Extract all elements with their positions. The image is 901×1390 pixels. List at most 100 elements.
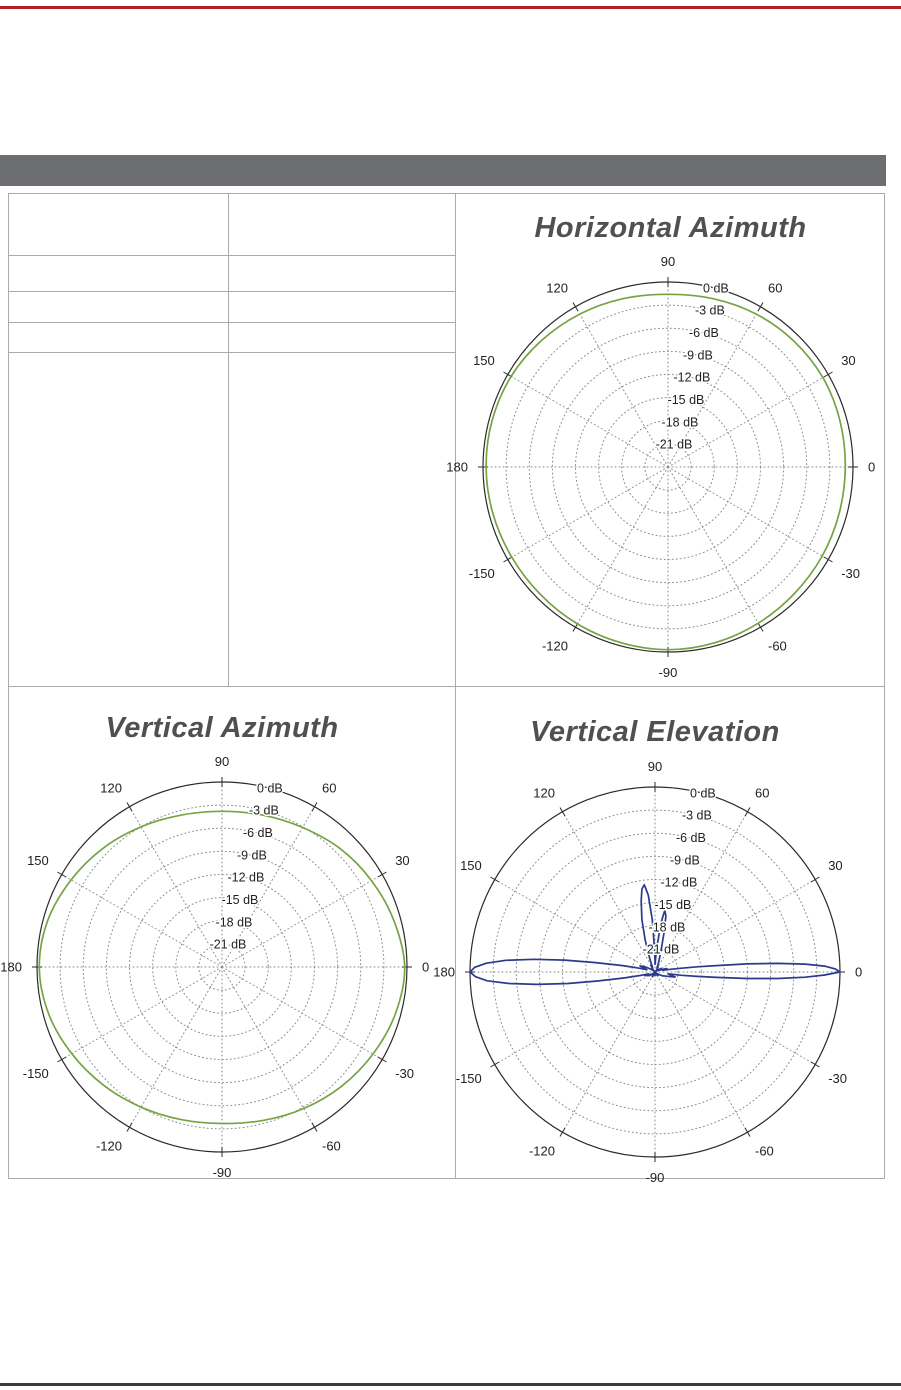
grid-spoke bbox=[129, 806, 223, 968]
angle-tick-label: -120 bbox=[542, 638, 568, 653]
angle-tick-label: 0 bbox=[855, 965, 862, 980]
spec-table-row-divider bbox=[8, 255, 455, 256]
radial-tick-label: -6 dB bbox=[676, 831, 706, 845]
grid-spoke bbox=[667, 374, 829, 468]
grid-spoke bbox=[667, 466, 829, 560]
vertical-azimuth-plot: 0 dB -3 dB -6 dB -9 dB -12 dB -15 dB -18 dB -21… bbox=[0, 754, 429, 1180]
grid-ring bbox=[644, 443, 692, 491]
angle-tick-label: 30 bbox=[395, 853, 409, 868]
grid-spoke bbox=[129, 966, 223, 1128]
angle-tick-label: 0 bbox=[868, 460, 875, 475]
angle-tick bbox=[823, 556, 833, 563]
angle-tick bbox=[572, 302, 579, 312]
radial-tick-label: -18 dB bbox=[662, 415, 699, 429]
angle-tick bbox=[559, 1127, 566, 1137]
grid-spoke bbox=[562, 811, 656, 973]
angle-tick bbox=[744, 807, 751, 817]
grid-spoke bbox=[61, 966, 223, 1060]
grid-spoke bbox=[654, 879, 816, 973]
grid-spoke bbox=[61, 874, 223, 968]
grid-spoke bbox=[654, 971, 816, 1065]
radial-tick-label: -15 dB bbox=[655, 898, 692, 912]
radial-tick-label: -18 dB bbox=[216, 915, 253, 929]
angle-tick-label: -90 bbox=[659, 665, 678, 680]
grid-spoke bbox=[654, 971, 748, 1133]
grid-spoke bbox=[221, 806, 315, 968]
angle-tick-label: 90 bbox=[661, 254, 675, 269]
grid-spoke bbox=[575, 466, 669, 628]
grid-spoke bbox=[221, 966, 315, 1128]
grid-spoke bbox=[221, 966, 383, 1060]
angle-tick bbox=[377, 871, 387, 878]
grid-ring bbox=[59, 804, 385, 1130]
angle-tick-label: -150 bbox=[23, 1066, 49, 1081]
angle-tick bbox=[57, 1056, 67, 1063]
grid-spoke bbox=[575, 306, 669, 468]
horizontal-azimuth-chart: 0 dB -3 dB -6 dB -9 dB -12 dB -15 dB -18 dB -21… bbox=[446, 193, 886, 686]
angle-tick bbox=[490, 876, 500, 883]
chart-title-vertical-azimuth: Vertical Azimuth bbox=[105, 712, 339, 744]
grid-spoke bbox=[494, 879, 656, 973]
grid-spoke bbox=[562, 971, 656, 1133]
angle-tick-label: 30 bbox=[841, 353, 855, 368]
angle-tick bbox=[311, 802, 318, 812]
grid-ring bbox=[505, 304, 831, 630]
angle-tick-label: -30 bbox=[395, 1066, 414, 1081]
grid-ring bbox=[492, 809, 818, 1135]
radial-tick-label: -9 dB bbox=[670, 853, 700, 867]
angle-tick bbox=[503, 556, 513, 563]
angle-tick-label: -60 bbox=[768, 638, 787, 653]
radial-tick-label: -9 dB bbox=[683, 348, 713, 362]
top-rule bbox=[0, 6, 901, 9]
angle-tick-label: 60 bbox=[768, 281, 782, 296]
grid-ring bbox=[621, 420, 715, 514]
vertical-azimuth-chart: 0 dB -3 dB -6 dB -9 dB -12 dB -15 dB -18 dB -21… bbox=[0, 686, 455, 1180]
radial-tick-label: -6 dB bbox=[689, 326, 719, 340]
angle-tick bbox=[810, 876, 820, 883]
radial-tick-label: -6 dB bbox=[243, 826, 273, 840]
radial-tick-label: 0 dB bbox=[690, 786, 716, 800]
radial-tick-label: -12 dB bbox=[228, 871, 265, 885]
angle-tick-label: 180 bbox=[446, 460, 468, 475]
angle-tick-label: 60 bbox=[322, 781, 336, 796]
angle-tick-label: 180 bbox=[0, 960, 22, 975]
radiation-trace bbox=[485, 293, 847, 651]
section-header-bar bbox=[0, 155, 886, 186]
angle-tick-label: -150 bbox=[469, 566, 495, 581]
angle-tick-label: -30 bbox=[841, 566, 860, 581]
horizontal-azimuth-plot: 0 dB -3 dB -6 dB -9 dB -12 dB -15 dB -18 dB -21… bbox=[446, 254, 875, 680]
radial-tick-label: -15 dB bbox=[222, 893, 259, 907]
grid-ring bbox=[515, 832, 795, 1112]
grid-ring bbox=[198, 943, 246, 991]
radial-tick-label: -3 dB bbox=[682, 809, 712, 823]
bottom-rule bbox=[0, 1383, 901, 1386]
angle-tick-label: 150 bbox=[460, 858, 482, 873]
chart-title-vertical-elevation: Vertical Elevation bbox=[530, 716, 780, 748]
radial-tick-label: -21 dB bbox=[210, 938, 247, 952]
vertical-elevation-chart: 0 dB -3 dB -6 dB -9 dB -12 dB -15 dB -18 dB -21… bbox=[433, 686, 886, 1185]
angle-tick-label: 120 bbox=[546, 281, 568, 296]
radial-tick-label: -12 dB bbox=[661, 876, 698, 890]
angle-tick-label: 90 bbox=[648, 759, 662, 774]
angle-tick-label: 120 bbox=[533, 786, 555, 801]
angle-tick-label: 180 bbox=[433, 965, 455, 980]
angle-tick bbox=[559, 807, 566, 817]
grid-ring bbox=[82, 827, 362, 1107]
grid-spoke bbox=[654, 811, 748, 973]
angle-tick bbox=[377, 1056, 387, 1063]
radial-tick-label: -3 dB bbox=[695, 304, 725, 318]
angle-tick bbox=[490, 1061, 500, 1068]
angle-tick bbox=[823, 371, 833, 378]
angle-tick-label: 120 bbox=[100, 781, 122, 796]
angle-tick-label: -30 bbox=[828, 1071, 847, 1086]
grid-spoke bbox=[494, 971, 656, 1065]
grid-ring bbox=[608, 925, 702, 1019]
angle-tick bbox=[810, 1061, 820, 1068]
grid-spoke bbox=[507, 466, 669, 560]
radial-tick-label: -3 dB bbox=[249, 804, 279, 818]
table-gridline-horizontal-center bbox=[8, 686, 885, 687]
angle-tick-label: -90 bbox=[646, 1170, 665, 1185]
angle-tick bbox=[126, 802, 133, 812]
angle-tick-label: -60 bbox=[322, 1138, 341, 1153]
radiation-trace bbox=[38, 810, 406, 1125]
